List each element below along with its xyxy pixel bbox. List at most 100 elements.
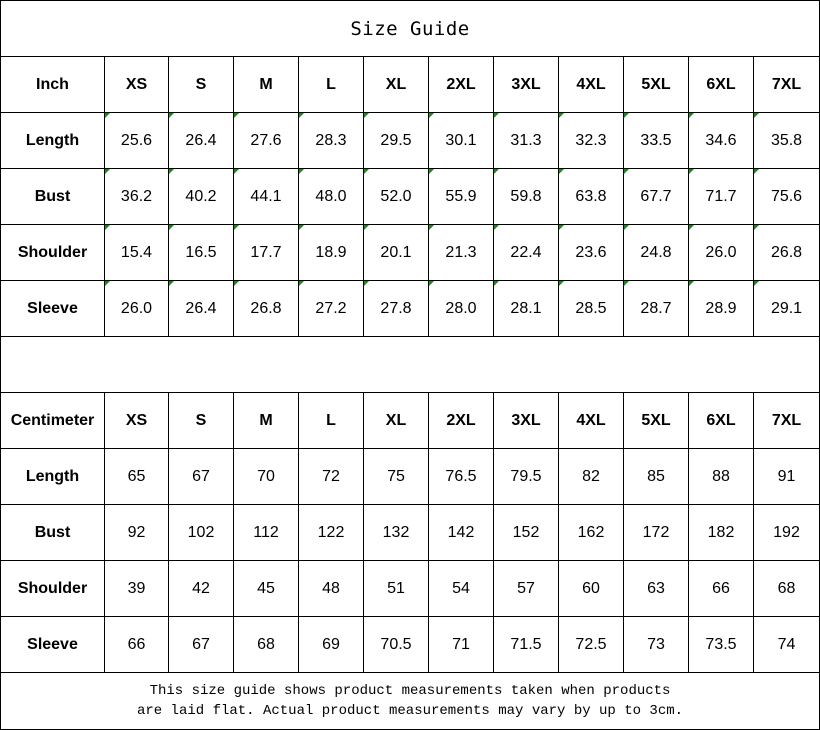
- measurement-cell[interactable]: 71.7: [688, 168, 754, 225]
- measurement-cell[interactable]: 57: [493, 560, 559, 617]
- measurement-cell[interactable]: 34.6: [688, 112, 754, 169]
- measurement-cell[interactable]: 69: [298, 616, 364, 673]
- measurement-cell[interactable]: 27.2: [298, 280, 364, 337]
- measurement-cell[interactable]: 26.4: [168, 112, 234, 169]
- measurement-cell[interactable]: 21.3: [428, 224, 494, 281]
- measurement-cell[interactable]: 112: [233, 504, 299, 561]
- measurement-cell[interactable]: 48.0: [298, 168, 364, 225]
- cell-value: 182: [707, 523, 735, 541]
- measurement-cell[interactable]: 28.0: [428, 280, 494, 337]
- measurement-cell[interactable]: 42: [168, 560, 234, 617]
- measurement-cell[interactable]: 67: [168, 448, 234, 505]
- measurement-cell[interactable]: 17.7: [233, 224, 299, 281]
- measurement-cell[interactable]: 74: [752, 616, 820, 673]
- measurement-cell[interactable]: 66: [688, 560, 754, 617]
- measurement-cell[interactable]: 92: [104, 504, 169, 561]
- number-as-text-marker-icon: [754, 113, 759, 118]
- measurement-cell[interactable]: 35.8: [752, 112, 820, 169]
- measurement-cell[interactable]: 67.7: [623, 168, 689, 225]
- measurement-cell[interactable]: 15.4: [104, 224, 169, 281]
- measurement-cell[interactable]: 28.7: [623, 280, 689, 337]
- measurement-cell[interactable]: 152: [493, 504, 559, 561]
- size-header-m: M: [233, 392, 299, 449]
- measurement-cell[interactable]: 63: [623, 560, 689, 617]
- measurement-cell[interactable]: 76.5: [428, 448, 494, 505]
- measurement-cell[interactable]: 72.5: [558, 616, 624, 673]
- measurement-cell[interactable]: 162: [558, 504, 624, 561]
- measurement-cell[interactable]: 26.8: [233, 280, 299, 337]
- measurement-cell[interactable]: 45: [233, 560, 299, 617]
- measurement-cell[interactable]: 75: [363, 448, 429, 505]
- measurement-cell[interactable]: 71: [428, 616, 494, 673]
- measurement-cell[interactable]: 44.1: [233, 168, 299, 225]
- measurement-cell[interactable]: 91: [752, 448, 820, 505]
- measurement-cell[interactable]: 28.5: [558, 280, 624, 337]
- measurement-cell[interactable]: 22.4: [493, 224, 559, 281]
- measurement-cell[interactable]: 60: [558, 560, 624, 617]
- measurement-cell[interactable]: 28.3: [298, 112, 364, 169]
- measurement-cell[interactable]: 122: [298, 504, 364, 561]
- measurement-cell[interactable]: 26.0: [688, 224, 754, 281]
- measurement-cell[interactable]: 172: [623, 504, 689, 561]
- size-header-7xl: 7XL: [752, 392, 820, 449]
- measurement-cell[interactable]: 32.3: [558, 112, 624, 169]
- measurement-cell[interactable]: 72: [298, 448, 364, 505]
- measurement-cell[interactable]: 192: [752, 504, 820, 561]
- measurement-cell[interactable]: 102: [168, 504, 234, 561]
- measurement-cell[interactable]: 26.4: [168, 280, 234, 337]
- measurement-cell[interactable]: 142: [428, 504, 494, 561]
- measurement-cell[interactable]: 16.5: [168, 224, 234, 281]
- measurement-cell[interactable]: 30.1: [428, 112, 494, 169]
- measurement-cell[interactable]: 79.5: [493, 448, 559, 505]
- measurement-cell[interactable]: 132: [363, 504, 429, 561]
- measurement-cell[interactable]: 65: [104, 448, 169, 505]
- measurement-cell[interactable]: 27.8: [363, 280, 429, 337]
- measurement-cell[interactable]: 51: [363, 560, 429, 617]
- measurement-cell[interactable]: 26.0: [104, 280, 169, 337]
- measurement-cell[interactable]: 71.5: [493, 616, 559, 673]
- measurement-cell[interactable]: 27.6: [233, 112, 299, 169]
- measurement-cell[interactable]: 28.9: [688, 280, 754, 337]
- measurement-cell[interactable]: 59.8: [493, 168, 559, 225]
- measurement-cell[interactable]: 85: [623, 448, 689, 505]
- measurement-cell[interactable]: 40.2: [168, 168, 234, 225]
- measurement-cell[interactable]: 73.5: [688, 616, 754, 673]
- measurement-cell[interactable]: 20.1: [363, 224, 429, 281]
- cell-value: 79.5: [510, 467, 542, 485]
- measurement-cell[interactable]: 70: [233, 448, 299, 505]
- measurement-cell[interactable]: 28.1: [493, 280, 559, 337]
- measurement-cell[interactable]: 23.6: [558, 224, 624, 281]
- measurement-cell[interactable]: 68: [233, 616, 299, 673]
- measurement-cell[interactable]: 75.6: [752, 168, 820, 225]
- measurement-cell[interactable]: 24.8: [623, 224, 689, 281]
- measurement-cell[interactable]: 82: [558, 448, 624, 505]
- measurement-cell[interactable]: 33.5: [623, 112, 689, 169]
- measurement-cell[interactable]: 67: [168, 616, 234, 673]
- measurement-cell[interactable]: 55.9: [428, 168, 494, 225]
- measurement-cell[interactable]: 18.9: [298, 224, 364, 281]
- measurement-cell[interactable]: 29.1: [752, 280, 820, 337]
- number-as-text-marker-icon: [429, 169, 434, 174]
- measurement-cell[interactable]: 52.0: [363, 168, 429, 225]
- measurement-label: Bust: [0, 504, 105, 561]
- measurement-cell[interactable]: 26.8: [752, 224, 820, 281]
- measurement-cell[interactable]: 25.6: [104, 112, 169, 169]
- measurement-cell[interactable]: 48: [298, 560, 364, 617]
- measurement-cell[interactable]: 54: [428, 560, 494, 617]
- measurement-cell[interactable]: 68: [752, 560, 820, 617]
- cell-value: 26.4: [185, 299, 217, 317]
- measurement-cell[interactable]: 66: [104, 616, 169, 673]
- measurement-cell[interactable]: 63.8: [558, 168, 624, 225]
- measurement-cell[interactable]: 73: [623, 616, 689, 673]
- measurement-cell[interactable]: 31.3: [493, 112, 559, 169]
- measurement-cell[interactable]: 39: [104, 560, 169, 617]
- measurement-cell[interactable]: 29.5: [363, 112, 429, 169]
- size-header-m: M: [233, 56, 299, 113]
- number-as-text-marker-icon: [364, 281, 369, 286]
- measurement-cell[interactable]: 182: [688, 504, 754, 561]
- measurement-cell[interactable]: 88: [688, 448, 754, 505]
- measurement-cell[interactable]: 70.5: [363, 616, 429, 673]
- number-as-text-marker-icon: [624, 113, 629, 118]
- number-as-text-marker-icon: [299, 169, 304, 174]
- measurement-cell[interactable]: 36.2: [104, 168, 169, 225]
